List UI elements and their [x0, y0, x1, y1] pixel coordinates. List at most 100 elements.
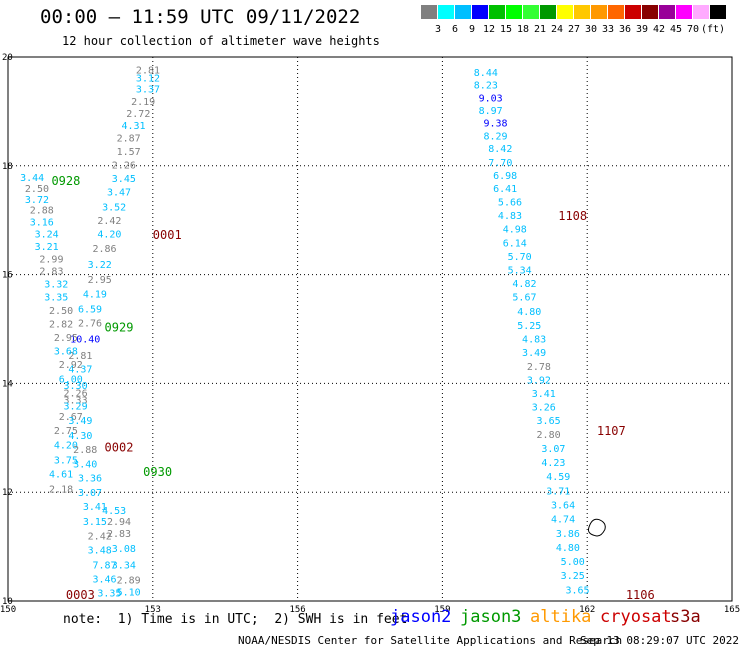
color-scale-swatch: [523, 5, 539, 19]
wave-height-value: 3.33: [64, 396, 88, 407]
wave-height-value: 4.20: [97, 230, 121, 241]
wave-height-value: 3.15: [83, 517, 107, 528]
wave-height-value: 4.37: [68, 365, 92, 376]
wave-height-value: 6.98: [493, 171, 517, 182]
wave-height-value: 4.19: [83, 289, 107, 300]
wave-height-value: 2.88: [73, 445, 97, 456]
wave-height-value: 5.66: [498, 198, 522, 209]
wave-height-value: 2.76: [78, 318, 102, 329]
legend-altika: altika: [530, 607, 592, 627]
wave-height-value: 2.19: [131, 97, 155, 108]
wave-height-value: 7.87: [92, 560, 116, 571]
wave-height-value: 9.38: [483, 119, 507, 130]
wave-height-value: 3.86: [556, 529, 580, 540]
wave-height-value: 2.67: [59, 412, 83, 423]
wave-height-value: 2.42: [88, 532, 112, 543]
wave-height-value: 4.80: [556, 543, 580, 554]
wave-height-value: 4.23: [541, 458, 565, 469]
wave-height-value: 3.34: [112, 560, 136, 571]
footer-date: Sep 13 08:29:07 UTC 2022: [580, 634, 739, 647]
wave-height-value: 2.82: [49, 319, 73, 330]
wave-height-value: 6.14: [503, 238, 527, 249]
wave-height-value: 3.44: [20, 173, 44, 184]
wave-height-value: 3.46: [92, 575, 116, 586]
wave-height-value: 4.82: [512, 279, 536, 290]
wave-height-value: 3.68: [54, 347, 78, 358]
x-tick-label: 159: [434, 605, 450, 615]
color-scale-label: 12: [482, 24, 496, 35]
wave-height-value: 3.16: [30, 218, 54, 229]
y-tick-label: 18: [2, 162, 13, 172]
wave-height-value: 3.64: [551, 501, 575, 512]
wave-height-value: 6.00: [59, 374, 83, 385]
wave-height-value: 2.95: [54, 333, 78, 344]
wave-height-value: 5.70: [508, 252, 532, 263]
wave-height-value: 3.07: [541, 444, 565, 455]
color-scale-label: 27: [567, 24, 581, 35]
wave-height-value: 3.37: [136, 84, 160, 95]
y-tick-label: 12: [2, 488, 13, 498]
wave-height-value: 6.41: [493, 184, 517, 195]
color-scale-swatch: [506, 5, 522, 19]
wave-height-value: 3.25: [561, 571, 585, 582]
wave-height-value: 3.36: [78, 473, 102, 484]
island-outline: [587, 518, 606, 537]
wave-height-value: 1.57: [117, 147, 141, 158]
y-tick-label: 16: [2, 271, 13, 281]
wave-height-value: 4.61: [49, 470, 73, 481]
color-scale-swatch: [489, 5, 505, 19]
x-tick-label: 153: [145, 605, 161, 615]
x-tick-label: 156: [289, 605, 305, 615]
color-scale-swatch: [540, 5, 556, 19]
units-note: note: 1) Time is in UTC; 2) SWH is in fe…: [63, 612, 408, 627]
color-scale-swatch: [659, 5, 675, 19]
wave-height-value: 6.59: [78, 305, 102, 316]
color-scale-swatch: [421, 5, 437, 19]
color-scale-swatch: [693, 5, 709, 19]
wave-height-value: 3.48: [88, 546, 112, 557]
wave-height-value: 2.81: [68, 351, 92, 362]
wave-height-value: 2.78: [527, 362, 551, 373]
wave-height-value: 9.03: [479, 94, 503, 105]
wave-height-value: 3.41: [83, 502, 107, 513]
color-scale-label: 70: [686, 24, 700, 35]
color-scale-swatch: [625, 5, 641, 19]
color-scale-swatch: [438, 5, 454, 19]
color-scale-swatch: [574, 5, 590, 19]
color-scale-label: 9: [468, 24, 476, 35]
wave-height-value: 8.23: [474, 81, 498, 92]
wave-height-value: 4.80: [517, 307, 541, 318]
wave-height-value: 2.92: [59, 360, 83, 371]
wave-height-value: 2.89: [117, 576, 141, 587]
track-time-label: 1107: [597, 424, 626, 438]
color-scale-label: 45: [669, 24, 683, 35]
footer-credit: NOAA/NESDIS Center for Satellite Applica…: [238, 634, 623, 647]
wave-height-value: 2.18: [49, 485, 73, 496]
color-scale-label: 39: [635, 24, 649, 35]
track-time-label: 0930: [143, 465, 172, 479]
wave-height-value: 2.50: [25, 184, 49, 195]
wave-height-value: 4.31: [121, 121, 145, 132]
wave-height-value: 8.42: [488, 144, 512, 155]
color-scale-label: 3: [434, 24, 442, 35]
wave-height-value: 3.49: [522, 348, 546, 359]
wave-height-value: 3.08: [112, 544, 136, 555]
wave-height-value: 3.12: [136, 73, 160, 84]
color-scale-unit: (ft): [701, 24, 726, 35]
wave-height-value: 3.26: [532, 403, 556, 414]
color-scale-label: 36: [618, 24, 632, 35]
wave-height-value: 3.65: [565, 585, 589, 596]
x-tick-label: 165: [724, 605, 740, 615]
color-scale-label: 24: [550, 24, 564, 35]
wave-height-value: 3.49: [68, 416, 92, 427]
wave-height-value: 4.74: [551, 515, 575, 526]
wave-height-value: 3.47: [107, 188, 131, 199]
color-scale-swatch: [642, 5, 658, 19]
wave-height-value: 8.29: [483, 132, 507, 143]
wave-height-value: 2.75: [54, 426, 78, 437]
wave-height-value: 2.81: [136, 65, 160, 76]
color-scale-label: 42: [652, 24, 666, 35]
wave-height-value: 3.21: [35, 242, 59, 253]
wave-height-value: 8.44: [474, 68, 498, 79]
wave-height-value: 3.52: [102, 202, 126, 213]
